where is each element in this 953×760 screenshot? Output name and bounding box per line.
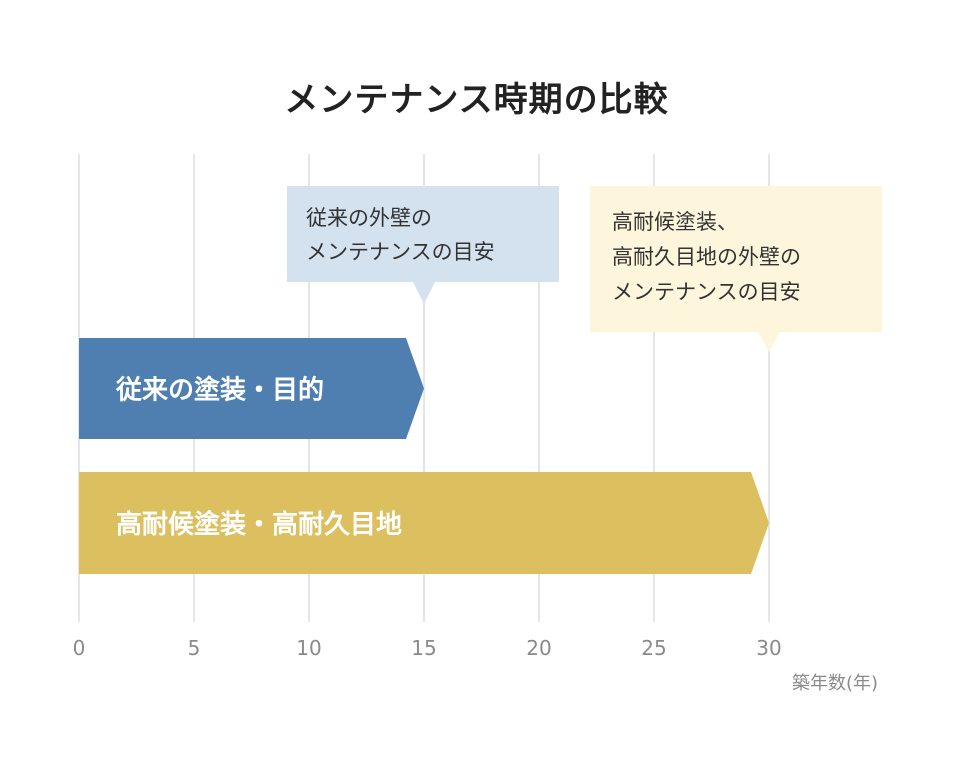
x-tick-label: 30	[756, 636, 781, 660]
x-tick-label: 10	[296, 636, 321, 660]
x-tick-label: 25	[641, 636, 666, 660]
annotation-text: メンテナンスの目安	[612, 280, 801, 304]
annotation-text: 従来の外壁の	[306, 206, 432, 230]
annotation-text: メンテナンスの目安	[306, 240, 495, 264]
annotation-text: 高耐久目地の外壁の	[612, 245, 801, 269]
axis-layer: 0 5 10 15 20 25 30 築年数(年)	[73, 636, 878, 694]
annotation-box	[287, 186, 559, 282]
chart-title: メンテナンス時期の比較	[284, 80, 669, 120]
annotation-pointer	[413, 282, 435, 304]
annotation-pointer	[758, 332, 780, 352]
x-tick-label: 5	[188, 636, 201, 660]
x-tick-label: 15	[411, 636, 436, 660]
bar-shape	[79, 472, 769, 574]
x-tick-label: 20	[526, 636, 551, 660]
bar: 従来の塗装・目的	[79, 338, 424, 439]
x-axis-label: 築年数(年)	[792, 673, 878, 694]
bar-shape	[79, 338, 424, 439]
bar: 高耐候塗装・高耐久目地	[79, 472, 769, 574]
annotation-text: 高耐候塗装、	[612, 210, 738, 234]
bar-label: 従来の塗装・目的	[115, 375, 324, 406]
x-tick-label: 0	[73, 636, 86, 660]
bar-label: 高耐候塗装・高耐久目地	[116, 509, 402, 540]
annotation-box	[590, 186, 882, 332]
